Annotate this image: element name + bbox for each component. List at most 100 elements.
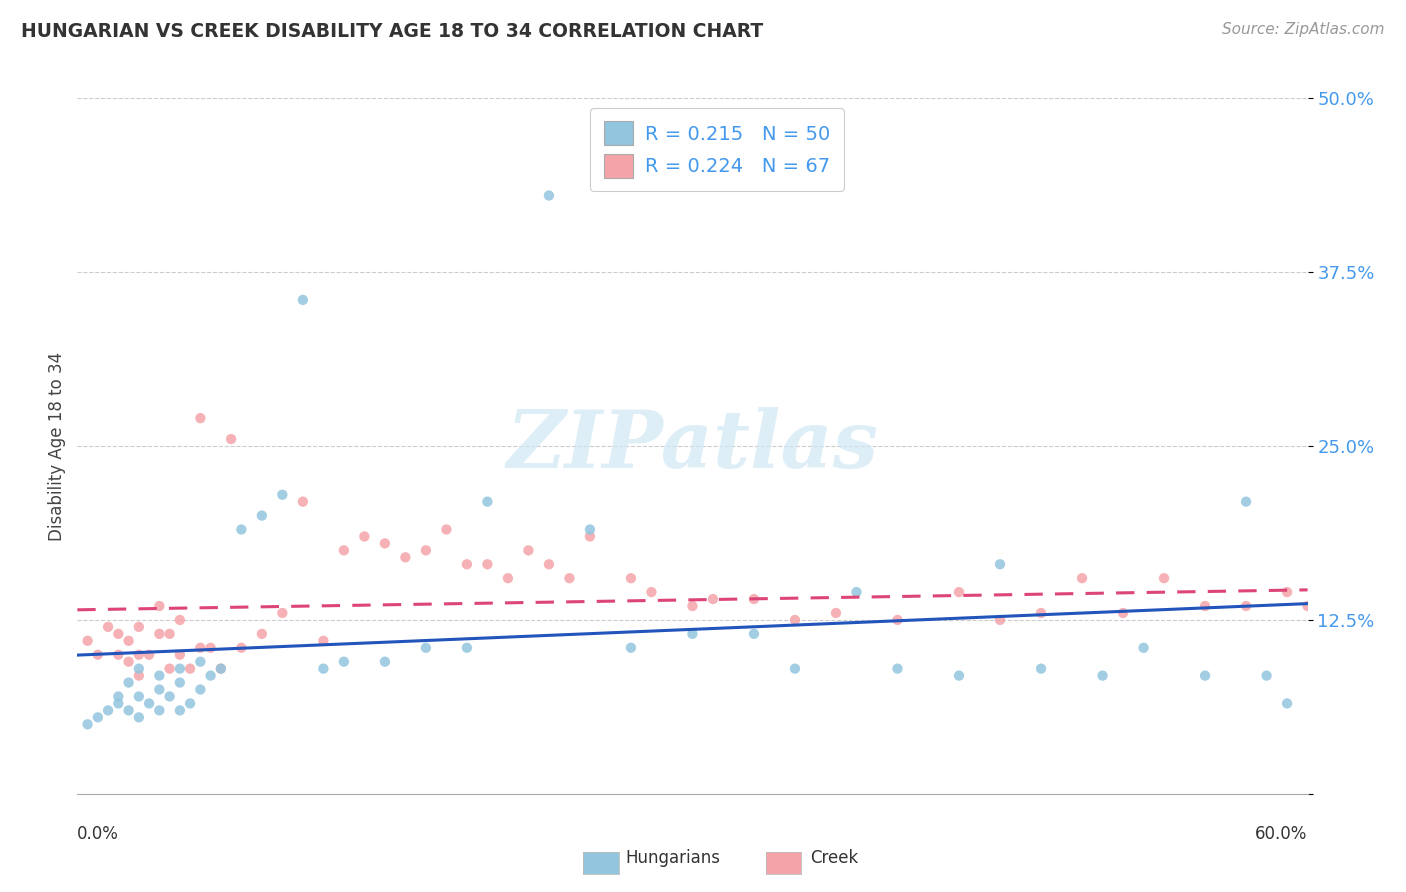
Point [169, 613, 191, 627]
Point [209, 662, 232, 676]
Point [333, 655, 356, 669]
Point [159, 627, 181, 641]
Point [783, 662, 806, 676]
Point [496, 571, 519, 585]
Point [128, 620, 150, 634]
Point [128, 710, 150, 724]
Point [169, 675, 191, 690]
Point [188, 640, 212, 655]
Point [886, 613, 908, 627]
Point [783, 613, 806, 627]
Point [97, 620, 120, 634]
Point [682, 627, 704, 641]
Point [1029, 606, 1052, 620]
Point [188, 655, 212, 669]
Point [179, 697, 201, 711]
Point [179, 662, 201, 676]
Point [231, 523, 253, 537]
Point [1378, 599, 1400, 613]
Point [209, 662, 232, 676]
Point [948, 585, 970, 599]
Point [148, 703, 170, 717]
Text: Creek: Creek [810, 849, 858, 867]
Point [312, 633, 335, 648]
Point [825, 606, 848, 620]
Point [159, 662, 181, 676]
Point [1296, 599, 1319, 613]
Point [169, 662, 191, 676]
Point [188, 682, 212, 697]
Point [1194, 599, 1216, 613]
Point [742, 627, 765, 641]
Legend: R = 0.215   N = 50, R = 0.224   N = 67: R = 0.215 N = 50, R = 0.224 N = 67 [591, 108, 844, 191]
Point [477, 558, 499, 572]
Point [250, 508, 273, 523]
Point [148, 682, 170, 697]
Point [291, 494, 314, 508]
Point [988, 613, 1011, 627]
Point [374, 536, 396, 550]
Text: HUNGARIAN VS CREEK DISABILITY AGE 18 TO 34 CORRELATION CHART: HUNGARIAN VS CREEK DISABILITY AGE 18 TO … [21, 22, 763, 41]
Point [148, 668, 170, 682]
Point [138, 648, 160, 662]
Point [148, 627, 170, 641]
Point [1029, 662, 1052, 676]
Point [537, 558, 560, 572]
Point [250, 627, 273, 641]
Point [517, 543, 540, 558]
Point [76, 717, 98, 731]
Point [1091, 668, 1114, 682]
Point [231, 640, 253, 655]
Point [97, 703, 120, 717]
Point [1317, 585, 1340, 599]
Point [1399, 585, 1406, 599]
Point [200, 640, 222, 655]
Text: Hungarians: Hungarians [626, 849, 721, 867]
Point [219, 432, 242, 446]
Point [456, 558, 478, 572]
Y-axis label: Disability Age 18 to 34: Disability Age 18 to 34 [48, 351, 66, 541]
Point [640, 585, 662, 599]
Point [87, 648, 110, 662]
Point [988, 558, 1011, 572]
Point [200, 668, 222, 682]
Point [107, 627, 129, 641]
Point [117, 633, 139, 648]
Point [742, 592, 765, 607]
Point [702, 592, 724, 607]
Point [682, 599, 704, 613]
Point [271, 488, 294, 502]
Point [620, 640, 643, 655]
Point [107, 690, 129, 704]
Point [312, 662, 335, 676]
Point [537, 188, 560, 202]
Point [477, 494, 499, 508]
Point [1132, 640, 1154, 655]
Point [107, 697, 129, 711]
Text: ZIPatlas: ZIPatlas [506, 408, 879, 484]
Point [87, 710, 110, 724]
Point [886, 662, 908, 676]
Text: Source: ZipAtlas.com: Source: ZipAtlas.com [1222, 22, 1385, 37]
Point [1071, 571, 1094, 585]
Point [374, 655, 396, 669]
Point [117, 675, 139, 690]
Point [1194, 668, 1216, 682]
Point [579, 529, 602, 543]
Point [353, 529, 375, 543]
Point [128, 662, 150, 676]
Point [1234, 494, 1257, 508]
Text: 60.0%: 60.0% [1256, 825, 1308, 843]
Point [456, 640, 478, 655]
Point [415, 543, 437, 558]
Point [169, 703, 191, 717]
Point [128, 668, 150, 682]
Point [1256, 668, 1278, 682]
Point [948, 668, 970, 682]
Point [845, 585, 868, 599]
Point [1358, 585, 1381, 599]
Point [436, 523, 458, 537]
Point [394, 550, 416, 565]
Point [188, 411, 212, 425]
Point [128, 648, 150, 662]
